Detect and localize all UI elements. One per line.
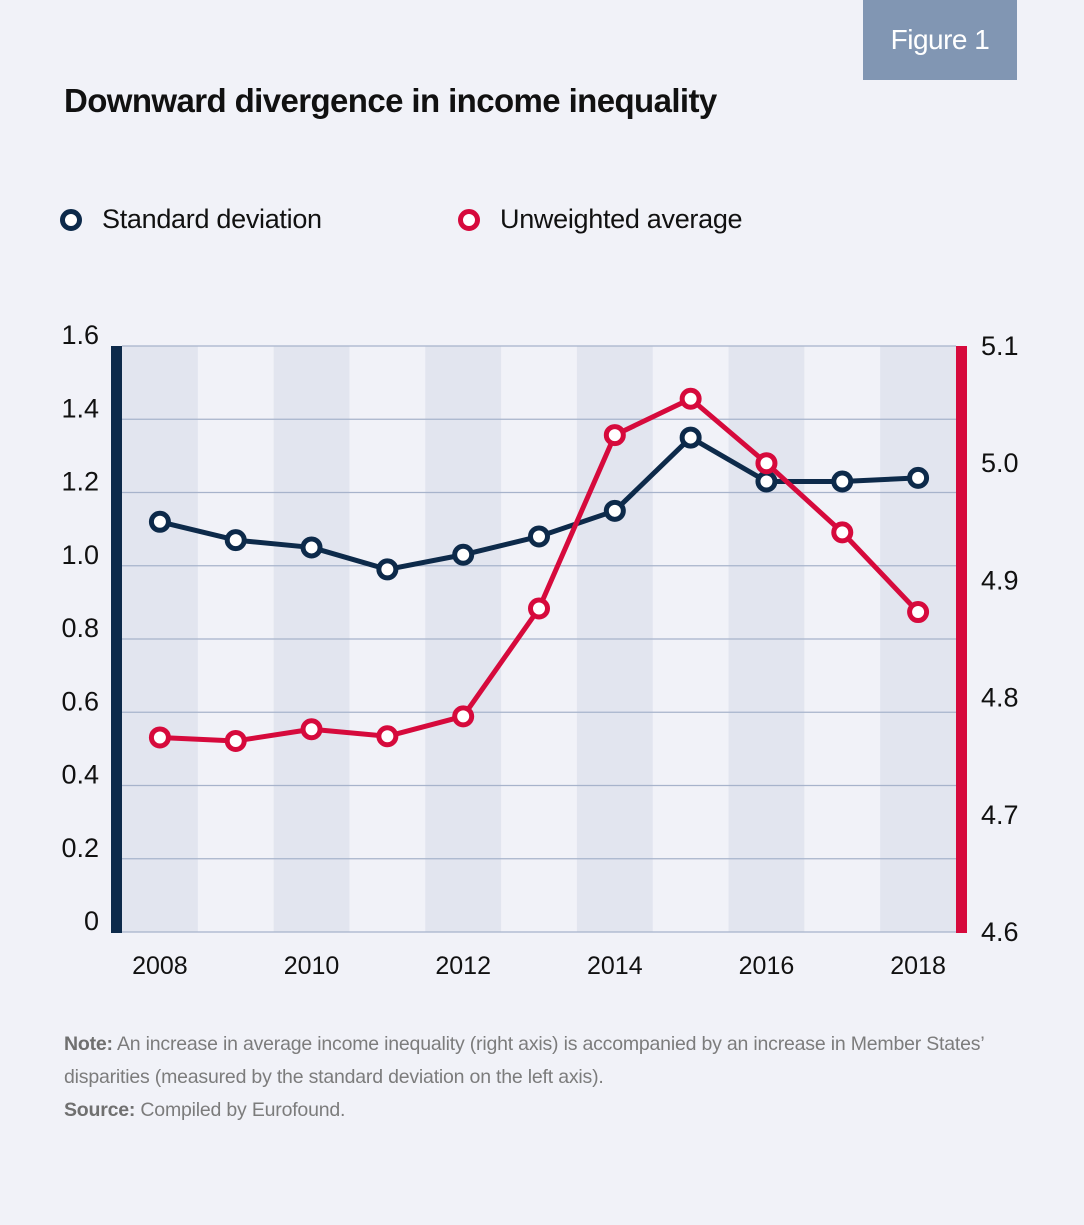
note-line: Note: An increase in average income ineq… (64, 1028, 1004, 1094)
data-point (528, 597, 550, 620)
data-point (224, 729, 247, 752)
data-point (755, 470, 778, 493)
left-tick-label: 1.6 (61, 320, 99, 350)
data-point (755, 452, 778, 475)
left-axis-bar (111, 346, 122, 933)
x-tick-label: 2018 (890, 952, 946, 980)
gridlines (122, 345, 956, 933)
right-axis-bar (956, 346, 967, 933)
data-point (300, 536, 323, 559)
data-point (603, 499, 626, 522)
data-point (376, 725, 399, 748)
x-tick-label: 2008 (132, 952, 188, 980)
source-label: Source: (64, 1099, 136, 1121)
note-block: Note: An increase in average income ineq… (64, 1028, 1004, 1127)
series (148, 387, 930, 752)
data-point (452, 543, 475, 566)
data-point (831, 470, 854, 493)
note-label: Note: (64, 1033, 113, 1055)
source-line: Source: Compiled by Eurofound. (64, 1094, 1004, 1127)
left-tick-label: 0.2 (61, 833, 99, 863)
data-point (679, 426, 702, 449)
chart-area: 0 0.2 0.4 0.6 0.8 1.0 1.2 1.4 1.6 4.6 4.7 4.8 4.9 5.… (61, 320, 1019, 980)
right-tick-label: 4.6 (981, 917, 1019, 947)
data-point (603, 424, 626, 447)
source-text: Compiled by Eurofound. (135, 1099, 346, 1121)
data-point (148, 726, 171, 749)
right-tick-label: 4.9 (981, 565, 1019, 595)
legend-item-unweighted-average: Unweighted average (458, 204, 743, 235)
left-tick-label: 0 (84, 906, 99, 936)
data-point (452, 705, 475, 728)
note-text: An increase in average income inequality… (64, 1033, 984, 1088)
right-axis-ticks: 4.6 4.7 4.8 4.9 5.0 5.1 (981, 331, 1019, 947)
right-tick-label: 5.1 (981, 331, 1019, 361)
data-point (224, 529, 247, 552)
right-tick-label: 5.0 (981, 448, 1019, 478)
chart-title: Downward divergence in income inequality (64, 82, 717, 119)
x-axis-ticks: 2008 2010 2012 2014 2016 2018 (132, 952, 946, 980)
legend-item-standard-deviation: Standard deviation (60, 204, 322, 235)
x-tick-label: 2010 (284, 952, 340, 980)
data-point (300, 718, 323, 741)
data-point (907, 601, 930, 624)
left-tick-label: 1.0 (61, 540, 99, 570)
data-point (148, 510, 171, 533)
x-tick-label: 2016 (739, 952, 795, 980)
series-unweighted-average (148, 387, 930, 752)
x-tick-label: 2012 (435, 952, 491, 980)
x-tick-label: 2014 (587, 952, 643, 980)
left-tick-label: 0.4 (61, 760, 99, 790)
circle-marker-icon (458, 208, 480, 231)
circle-marker-icon (60, 208, 82, 231)
series-standard-deviation (148, 426, 930, 581)
figure-badge: Figure 1 (863, 0, 1017, 80)
left-axis-ticks: 0 0.2 0.4 0.6 0.8 1.0 1.2 1.4 1.6 (61, 320, 99, 936)
left-tick-label: 1.2 (61, 467, 99, 497)
data-point (528, 525, 550, 548)
right-tick-label: 4.8 (981, 683, 1019, 713)
axes (111, 346, 967, 933)
data-point (831, 521, 854, 544)
right-tick-label: 4.7 (981, 800, 1019, 830)
legend-label: Standard deviation (102, 204, 322, 234)
data-point (907, 466, 930, 489)
data-point (679, 387, 702, 410)
left-tick-label: 1.4 (61, 393, 99, 423)
data-point (376, 558, 399, 581)
legend-label: Unweighted average (500, 204, 743, 234)
left-tick-label: 0.6 (61, 686, 99, 716)
left-tick-label: 0.8 (61, 613, 99, 643)
